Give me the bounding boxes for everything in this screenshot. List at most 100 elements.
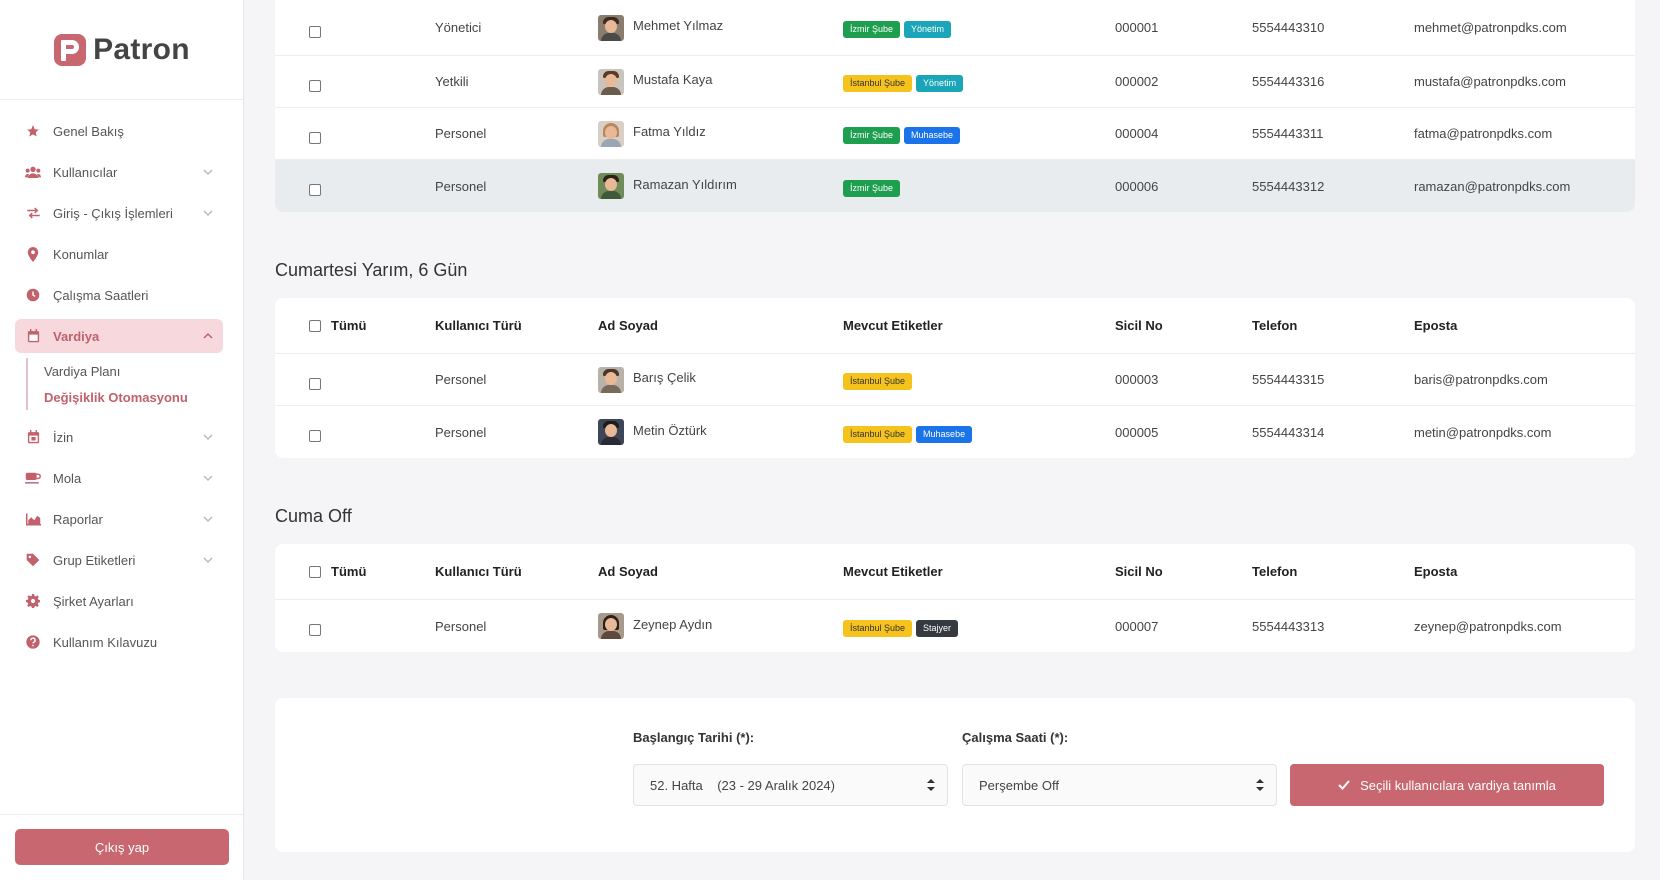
phone: 5554443316: [1252, 74, 1325, 89]
sidebar-item-sirket-ayarlari[interactable]: Şirket Ayarları: [15, 584, 223, 618]
column-header-tags: Mevcut Etiketler: [843, 318, 943, 333]
tag-badge: İstanbul Şube: [843, 373, 913, 390]
user-name[interactable]: Metin Öztürk: [633, 422, 707, 438]
sidebar-item-genel-bakis[interactable]: Genel Bakış: [15, 114, 223, 148]
sidebar-item-raporlar[interactable]: Raporlar: [15, 502, 223, 536]
sidebar-item-vardiya[interactable]: Vardiya: [15, 319, 223, 353]
user-type: Personel: [435, 126, 487, 141]
assign-shift-button[interactable]: Seçili kullanıcılara vardiya tanımla: [1290, 764, 1604, 806]
star-icon: [25, 123, 41, 139]
user-type: Personel: [435, 372, 487, 387]
group-table-1: Yönetici Mehmet Yılmaz İzmir Şube Yöneti…: [275, 0, 1635, 212]
user-type: Personel: [435, 178, 487, 194]
avatar: [598, 120, 624, 147]
phone: 5554443311: [1252, 126, 1324, 141]
chevron-down-icon: [203, 516, 213, 523]
select-all-label: Tümü: [331, 318, 367, 333]
sidebar-item-label: Konumlar: [53, 246, 109, 262]
avatar: [598, 419, 624, 445]
table-row[interactable]: Personel Zeynep Aydın İstanbul Şube Staj…: [275, 600, 1635, 652]
row-checkbox[interactable]: [309, 79, 321, 92]
submenu-item-degisiklik-otomasyonu[interactable]: Değişiklik Otomasyonu: [44, 389, 188, 405]
user-name[interactable]: Mustafa Kaya: [633, 72, 713, 87]
user-name[interactable]: Fatma Yıldız: [633, 124, 706, 139]
phone: 5554443315: [1252, 372, 1325, 387]
sicil-no: 000005: [1115, 424, 1159, 440]
tag-badge: İstanbul Şube: [843, 75, 913, 92]
table-row[interactable]: Yönetici Mehmet Yılmaz İzmir Şube Yöneti…: [275, 0, 1635, 56]
row-checkbox[interactable]: [309, 624, 321, 636]
sicil-no: 000002: [1115, 74, 1159, 89]
tag-badge: Stajyer: [916, 619, 959, 637]
tag-badge: Yönetim: [904, 21, 952, 38]
user-name[interactable]: Zeynep Aydın: [633, 616, 713, 632]
user-name[interactable]: Ramazan Yıldırım: [633, 176, 737, 192]
avatar: [598, 613, 624, 639]
app-name: Patron: [93, 32, 190, 66]
table-header-row: Tümü Kullanıcı Türü Ad Soyad Mevcut Etik…: [275, 544, 1635, 600]
tag-badge: İzmir Şube: [843, 179, 901, 197]
tag-icon: [25, 552, 41, 568]
clock-icon: [25, 287, 41, 303]
table-row[interactable]: Yetkili Mustafa Kaya İstanbul Şube Yönet…: [275, 56, 1635, 108]
calendar-icon: [25, 328, 41, 344]
chevron-down-icon: [203, 210, 213, 217]
row-checkbox[interactable]: [309, 377, 321, 390]
table-row[interactable]: Personel Metin Öztürk İstanbul Şube Muha…: [275, 406, 1635, 458]
sidebar-item-calisma-saatleri[interactable]: Çalışma Saatleri: [15, 278, 223, 312]
row-checkbox[interactable]: [309, 430, 321, 442]
start-date-select[interactable]: 52. Hafta (23 - 29 Aralık 2024): [633, 764, 948, 806]
avatar: [598, 68, 624, 95]
sidebar-item-konumlar[interactable]: Konumlar: [15, 237, 223, 271]
row-checkbox[interactable]: [309, 184, 321, 196]
user-name[interactable]: Mehmet Yılmaz: [633, 18, 724, 33]
area-chart-icon: [25, 511, 41, 527]
sicil-no: 000006: [1115, 178, 1159, 194]
sidebar-item-mola[interactable]: Mola: [15, 461, 223, 495]
phone: 5554443314: [1252, 424, 1325, 440]
sidebar-item-kullanicilar[interactable]: Kullanıcılar: [15, 155, 223, 189]
sidebar-item-kullanim-kilavuzu[interactable]: Kullanım Kılavuzu: [15, 625, 223, 659]
gear-icon: [25, 593, 41, 609]
table-row[interactable]: Personel Ramazan Yıldırım İzmir Şube 000…: [275, 160, 1635, 212]
user-name[interactable]: Barış Çelik: [633, 370, 696, 385]
table-row[interactable]: Personel Barış Çelik İstanbul Şube 00000…: [275, 354, 1635, 406]
table-row[interactable]: Personel Fatma Yıldız İzmir Şube Muhaseb…: [275, 108, 1635, 160]
chevron-up-icon: [203, 332, 213, 339]
email: zeynep@patronpdks.com: [1414, 618, 1562, 634]
phone: 5554443310: [1252, 20, 1325, 35]
column-header-phone: Telefon: [1252, 318, 1298, 333]
select-all-label: Tümü: [331, 564, 367, 579]
working-hours-value: Perşembe Off: [979, 777, 1059, 793]
logout-area: Çıkış yap: [0, 814, 243, 880]
chevron-down-icon: [203, 557, 213, 564]
logout-button[interactable]: Çıkış yap: [15, 829, 229, 865]
row-checkbox[interactable]: [309, 25, 321, 38]
select-all-checkbox[interactable]: [309, 319, 321, 332]
chevron-down-icon: [203, 434, 213, 441]
select-arrows-icon: [927, 779, 935, 791]
column-header-sicil: Sicil No: [1115, 318, 1163, 333]
logo[interactable]: Patron: [0, 0, 243, 100]
tag-badge: İstanbul Şube: [843, 425, 913, 443]
sidebar-item-label: Mola: [53, 470, 82, 486]
user-type: Yetkili: [435, 74, 469, 89]
sidebar-item-izin[interactable]: İzin: [15, 420, 223, 454]
sidebar-item-grup-etiketleri[interactable]: Grup Etiketleri: [15, 543, 223, 577]
working-hours-select[interactable]: Perşembe Off: [962, 764, 1277, 806]
column-header-name: Ad Soyad: [598, 318, 658, 333]
users-icon: [25, 164, 41, 180]
select-all-checkbox[interactable]: [309, 565, 321, 578]
phone: 5554443313: [1252, 618, 1325, 634]
patron-logo-icon: [54, 33, 87, 66]
sicil-no: 000001: [1115, 20, 1159, 35]
submenu-item-vardiya-plani[interactable]: Vardiya Planı: [44, 363, 121, 379]
sidebar-item-label: Kullanım Kılavuzu: [53, 634, 158, 650]
avatar: [598, 14, 624, 41]
sidebar-item-label: Giriş - Çıkış İşlemleri: [53, 205, 173, 221]
sidebar-item-giris-cikis[interactable]: Giriş - Çıkış İşlemleri: [15, 196, 223, 230]
sidebar-item-label: Şirket Ayarları: [53, 593, 134, 609]
assign-shift-label: Seçili kullanıcılara vardiya tanımla: [1360, 777, 1556, 793]
sidebar-item-label: Genel Bakış: [53, 123, 124, 139]
row-checkbox[interactable]: [309, 131, 321, 144]
